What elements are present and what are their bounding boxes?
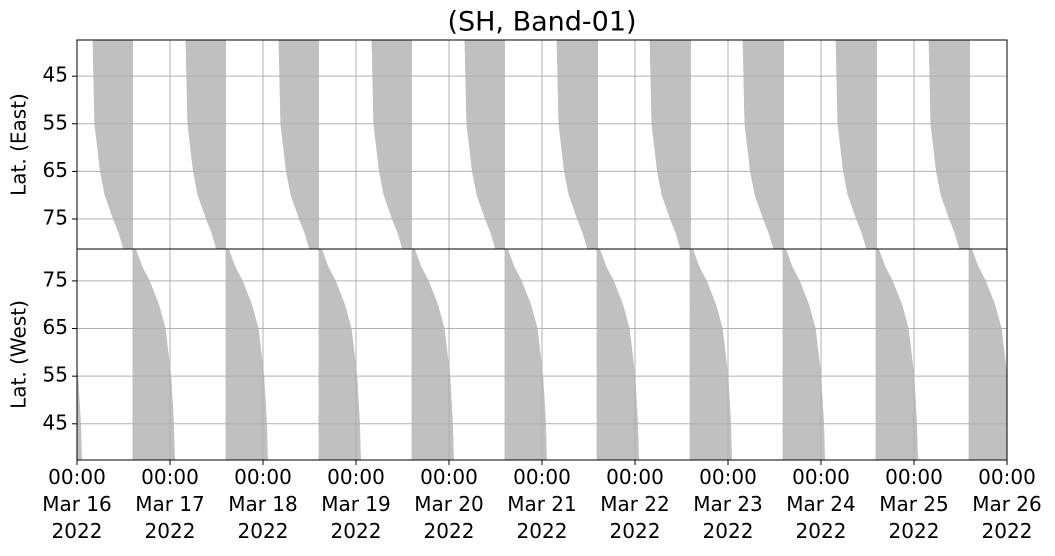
swath: [132, 249, 175, 460]
plot-area: [92, 40, 971, 249]
swath: [318, 249, 361, 460]
swath: [185, 40, 227, 249]
swath: [928, 40, 971, 249]
x-tick-label: 00:00 Mar 26 2022: [972, 465, 1042, 543]
x-tick-label: 00:00 Mar 18 2022: [228, 465, 298, 543]
swath: [464, 40, 506, 249]
y-axis-label: Lat. (West): [7, 300, 31, 409]
swath: [689, 249, 732, 460]
swath: [835, 40, 878, 249]
y-tick-label: 75: [43, 267, 68, 291]
x-tick-label: 00:00 Mar 19 2022: [321, 465, 391, 543]
y-tick-label: 45: [43, 410, 68, 434]
x-tick-label: 00:00 Mar 17 2022: [135, 465, 205, 543]
y-tick-label: 45: [43, 63, 68, 87]
x-tick-label: 00:00 Mar 24 2022: [786, 465, 856, 543]
swath: [596, 249, 639, 460]
x-tick-label: 00:00 Mar 16 2022: [42, 465, 112, 543]
y-axis-label: Lat. (East): [7, 93, 31, 196]
x-tick-label: 00:00 Mar 20 2022: [414, 465, 484, 543]
swath: [77, 366, 82, 460]
y-tick-label: 55: [43, 363, 68, 387]
y-tick-label: 75: [43, 206, 68, 230]
y-tick-label: 65: [43, 315, 68, 339]
swath: [968, 249, 1007, 460]
swath: [411, 249, 454, 460]
swath: [782, 249, 825, 460]
chart-title: (SH, Band-01): [447, 7, 636, 38]
plot-area: [77, 249, 1007, 460]
y-tick-label: 55: [43, 110, 68, 134]
x-tick-label: 00:00 Mar 25 2022: [879, 465, 949, 543]
swath: [225, 249, 268, 460]
swath: [649, 40, 692, 249]
swath: [504, 249, 547, 460]
swath: [875, 249, 918, 460]
swath: [278, 40, 320, 249]
swath: [92, 40, 134, 249]
y-tick-label: 65: [43, 158, 68, 182]
swath: [742, 40, 785, 249]
swath: [556, 40, 599, 249]
x-tick-label: 00:00 Mar 22 2022: [600, 465, 670, 543]
swath: [371, 40, 413, 249]
x-tick-label: 00:00 Mar 23 2022: [693, 465, 763, 543]
x-tick-label: 00:00 Mar 21 2022: [507, 465, 577, 543]
